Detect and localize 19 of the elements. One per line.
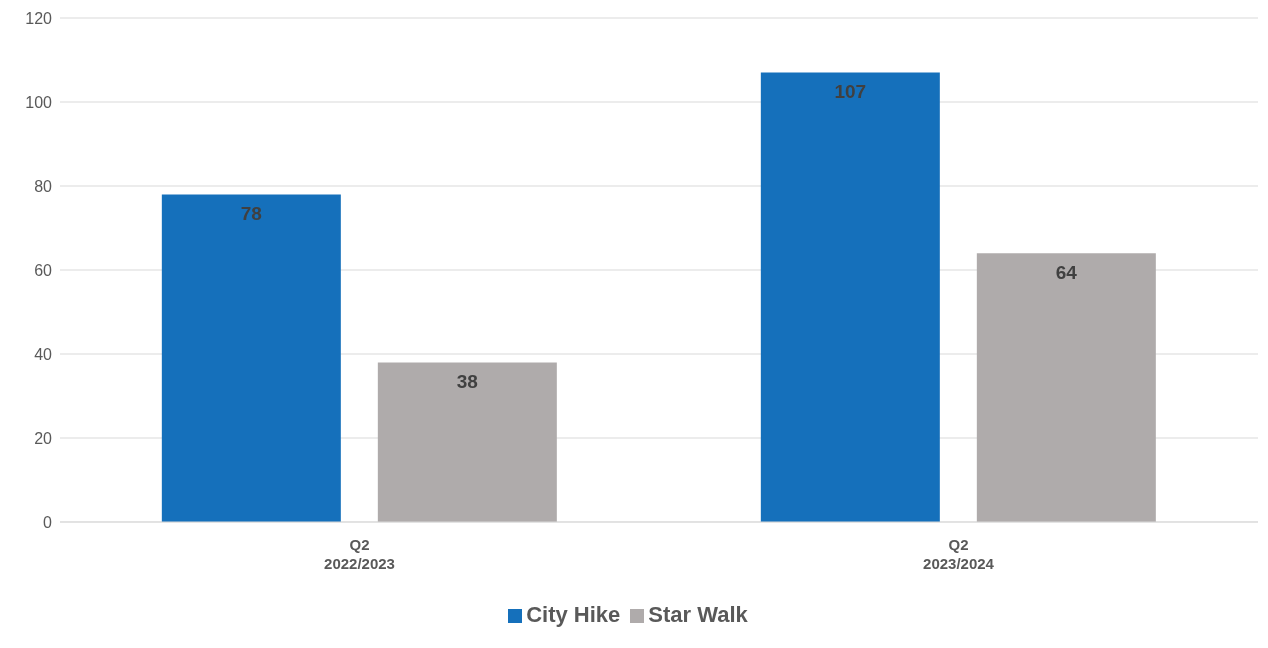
data-label: 64 bbox=[1055, 261, 1078, 283]
bar bbox=[760, 72, 940, 522]
y-tick-label: 20 bbox=[34, 429, 53, 447]
y-tick-label: 100 bbox=[25, 93, 53, 111]
bar bbox=[976, 253, 1156, 522]
y-tick-label: 40 bbox=[34, 345, 53, 363]
x-tick-label: Q2 2022/2023 bbox=[324, 536, 395, 572]
legend-label: Star Walk bbox=[648, 602, 748, 627]
y-tick-label: 0 bbox=[43, 513, 53, 531]
legend-label: City Hike bbox=[526, 602, 621, 627]
data-label: 38 bbox=[456, 370, 478, 392]
x-tick-label: Q2 2023/2024 bbox=[923, 536, 995, 572]
data-label: 78 bbox=[240, 202, 262, 224]
data-label: 107 bbox=[834, 81, 867, 103]
y-tick-label: 60 bbox=[34, 261, 53, 279]
y-tick-label: 120 bbox=[25, 9, 53, 27]
y-tick-label: 80 bbox=[34, 177, 53, 195]
bar bbox=[377, 362, 557, 522]
bar bbox=[161, 194, 341, 522]
